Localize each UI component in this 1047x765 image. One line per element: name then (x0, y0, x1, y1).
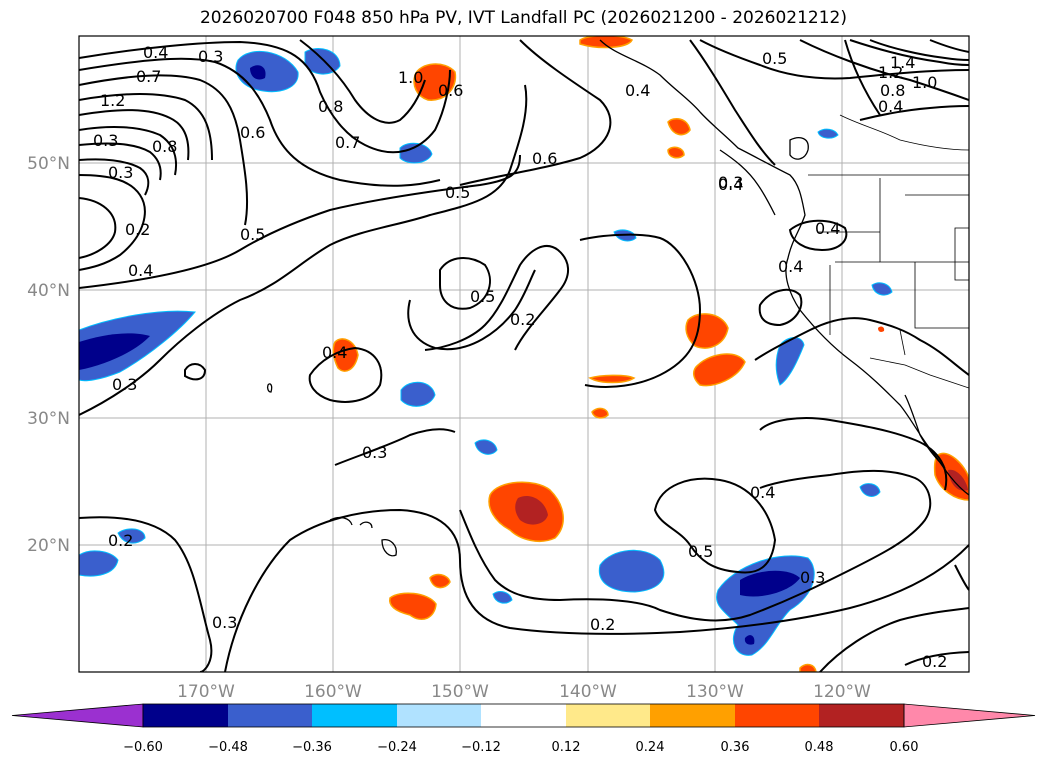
colorbar-tick: 0.36 (721, 740, 750, 755)
contour-label: 0.4 (778, 257, 803, 276)
contour-label: 0.2 (125, 220, 150, 239)
colorbar-segment (397, 704, 481, 727)
contour-label: 0.5 (240, 225, 265, 244)
contour-label: 0.6 (532, 149, 557, 168)
contour-label: 0.8 (152, 137, 177, 156)
lon-label-130w: 130°W (686, 682, 744, 702)
colorbar-extend-min (11, 703, 144, 728)
contour-label: 0.3 (198, 47, 223, 66)
contour-label: 0.5 (762, 49, 787, 68)
contour-label: 0.3 (212, 613, 237, 632)
contour-label: 0.2 (922, 652, 947, 671)
contour-label: 0.2 (510, 310, 535, 329)
lat-label-50n: 50°N (27, 154, 70, 174)
contour-label: 0.4 (815, 219, 840, 238)
pv-contours (79, 39, 969, 672)
lon-label-150w: 150°W (431, 682, 489, 702)
colorbar-segment (228, 704, 312, 727)
contour-label: 0.3 (800, 568, 825, 587)
contour-label: 0.6 (240, 123, 265, 142)
contour-label: 0.7 (136, 67, 161, 86)
colorbar-tick: 0.12 (552, 740, 581, 755)
political-borders (808, 114, 969, 389)
colorbar-segment (819, 704, 904, 727)
colorbar: −0.60 −0.48 −0.36 −0.24 −0.12 0.12 0.24 … (11, 703, 1036, 755)
contour-label: 0.4 (143, 43, 168, 62)
colorbar-segment (143, 704, 228, 727)
contour-label: 1.2 (878, 63, 903, 82)
lat-label-20n: 20°N (27, 536, 70, 556)
lon-label-170w: 170°W (177, 682, 235, 702)
contour-label: 0.5 (688, 542, 713, 561)
contour-label: 0.4 (718, 175, 743, 194)
colorbar-tick: −0.24 (377, 740, 417, 755)
colorbar-segment (566, 704, 650, 727)
lon-label-120w: 120°W (813, 682, 871, 702)
lat-label-40n: 40°N (27, 281, 70, 301)
colorbar-tick: −0.60 (123, 740, 163, 755)
coastlines (266, 39, 969, 557)
colorbar-tick: 0.60 (890, 740, 919, 755)
colorbar-extend-max (903, 703, 1036, 728)
colorbar-tick: −0.48 (208, 740, 248, 755)
latitude-labels: 50°N 40°N 30°N 20°N (27, 154, 70, 556)
contour-label: 1.0 (912, 73, 937, 92)
contour-label: 0.6 (438, 81, 463, 100)
map-frame (78, 35, 970, 673)
contour-label: 0.8 (318, 97, 343, 116)
contour-label: 0.4 (750, 483, 775, 502)
contour-label: 0.5 (445, 183, 470, 202)
contour-label: 0.7 (335, 133, 360, 152)
contour-label: 0.4 (128, 261, 153, 280)
contour-label: 0.3 (112, 375, 137, 394)
contour-label: 0.3 (362, 443, 387, 462)
lon-label-160w: 160°W (304, 682, 362, 702)
contour-label: 0.3 (718, 173, 743, 192)
lat-label-30n: 30°N (27, 409, 70, 429)
map-area (79, 36, 969, 672)
colorbar-tick: −0.12 (461, 740, 501, 755)
negative-pv-shading (79, 48, 893, 656)
contour-label: 1.0 (398, 68, 423, 87)
colorbar-tick: 0.24 (636, 740, 665, 755)
colorbar-segment (650, 704, 735, 727)
contour-label: 0.8 (880, 81, 905, 100)
contour-label: 1.4 (890, 53, 915, 72)
contour-label: 0.3 (108, 163, 133, 182)
contour-label: 0.2 (590, 615, 615, 634)
longitude-labels: 170°W 160°W 150°W 140°W 130°W 120°W (177, 682, 871, 702)
colorbar-tick: −0.36 (292, 740, 332, 755)
colorbar-segment (312, 704, 397, 727)
contour-label: 1.2 (100, 91, 125, 110)
contour-label: 0.4 (322, 343, 347, 362)
contour-label: 0.4 (625, 81, 650, 100)
contour-labels: 0.4 0.3 0.7 1.2 0.6 0.8 0.7 1.0 0.6 0.4 … (93, 43, 947, 671)
contour-label: 0.5 (470, 287, 495, 306)
colorbar-ticks: −0.60 −0.48 −0.36 −0.24 −0.12 0.12 0.24 … (123, 740, 918, 755)
figure-title: 2026020700 F048 850 hPa PV, IVT Landfall… (199, 8, 847, 28)
colorbar-tick: 0.48 (805, 740, 834, 755)
contour-label: 0.2 (108, 531, 133, 550)
colorbar-segment (735, 704, 819, 727)
colorbar-segment (481, 704, 566, 727)
contour-label: 0.4 (878, 97, 903, 116)
contour-label: 0.3 (93, 131, 118, 150)
positive-pv-shading (332, 36, 969, 672)
lon-label-140w: 140°W (559, 682, 617, 702)
